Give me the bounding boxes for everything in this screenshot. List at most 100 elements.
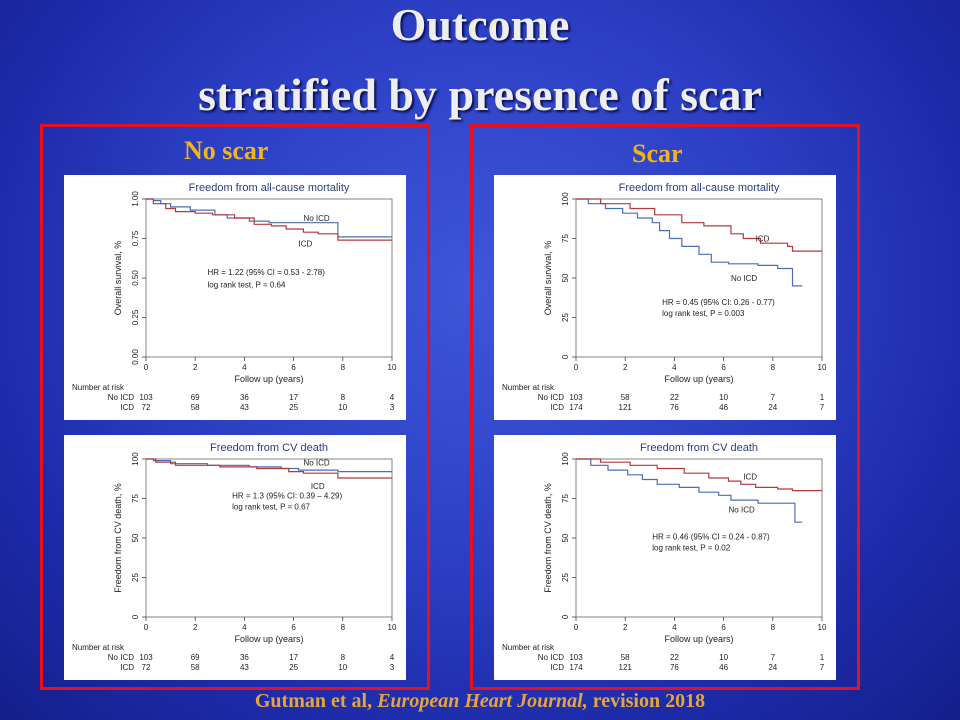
x-axis-label: Follow up (years) <box>664 374 733 384</box>
annotation: log rank test, P = 0.003 <box>662 309 745 318</box>
risk-table-row-label: No ICD <box>108 653 134 662</box>
series-line-icd <box>146 458 392 479</box>
y-tick-label: 100 <box>131 452 140 466</box>
risk-table-value: 7 <box>771 393 776 402</box>
plot-area <box>145 458 393 618</box>
risk-table-value: 72 <box>142 663 151 672</box>
annotation: HR = 0.45 (95% CI: 0.26 - 0.77) <box>662 298 775 307</box>
risk-table-value: 25 <box>289 403 298 412</box>
chart-title: Freedom from all-cause mortality <box>619 182 780 194</box>
risk-table-value: 24 <box>768 663 777 672</box>
series-line-icd <box>576 198 822 252</box>
y-axis-label: Overall survival, % <box>543 241 553 316</box>
risk-table-header: Number at risk <box>72 383 125 392</box>
risk-table-value: 7 <box>820 663 825 672</box>
y-tick-label: 50 <box>561 533 570 542</box>
y-axis-label: Freedom from CV death, % <box>543 483 553 593</box>
series-line-no-icd <box>146 458 392 473</box>
y-tick-label: 100 <box>561 192 570 206</box>
risk-table-value: 7 <box>820 403 825 412</box>
risk-table-value: 46 <box>719 403 728 412</box>
risk-table-row-label: No ICD <box>538 653 564 662</box>
risk-table-row-label: No ICD <box>538 393 564 402</box>
chart-no-scar-cv-death: Freedom from CV death 0 25 50 75 100 0 2 4 6 8 10 Fo… <box>64 435 406 680</box>
risk-table-value: 69 <box>191 393 200 402</box>
y-axis-label: Overall survival, % <box>113 241 123 316</box>
risk-table-value: 46 <box>719 663 728 672</box>
series-line-no-icd <box>576 458 803 523</box>
risk-table-value: 24 <box>768 403 777 412</box>
annotation: HR = 0.46 (95% CI = 0.24 - 0.87) <box>652 533 770 542</box>
y-tick-label: 0.25 <box>131 309 140 325</box>
risk-table-value: 17 <box>289 393 298 402</box>
risk-table-value: 22 <box>670 653 679 662</box>
risk-table-value: 17 <box>289 653 298 662</box>
annotation: log rank test, P = 0.67 <box>232 503 310 512</box>
series-line-no-icd <box>576 198 803 287</box>
y-tick-label: 1.00 <box>131 191 140 207</box>
y-tick-label: 50 <box>131 533 140 542</box>
x-tick-label: 6 <box>721 623 726 632</box>
x-tick-label: 6 <box>721 363 726 372</box>
y-tick-label: 0 <box>561 614 570 619</box>
x-tick-label: 0 <box>144 623 149 632</box>
annotation: ICD <box>756 235 770 244</box>
citation-authors: Gutman et al, <box>254 690 378 712</box>
citation: Gutman et al, European Heart Journal, re… <box>0 690 960 713</box>
risk-table-value: 1 <box>820 393 825 402</box>
risk-table-value: 72 <box>142 403 151 412</box>
risk-table-header: Number at risk <box>502 383 555 392</box>
no-scar-panel <box>40 124 430 690</box>
risk-table-header: Number at risk <box>502 643 555 652</box>
risk-table-row-label: No ICD <box>108 393 134 402</box>
risk-table-value: 58 <box>191 663 200 672</box>
y-tick-label: 75 <box>561 234 570 243</box>
risk-table-value: 76 <box>670 403 679 412</box>
no-scar-label: No scar <box>184 136 269 165</box>
x-tick-label: 8 <box>771 363 776 372</box>
risk-table-value: 10 <box>338 663 347 672</box>
scar-label: Scar <box>632 139 683 168</box>
annotation: log rank test, P = 0.64 <box>208 280 286 289</box>
y-tick-label: 0 <box>561 354 570 359</box>
x-tick-label: 8 <box>341 363 346 372</box>
risk-table-value: 103 <box>569 653 583 662</box>
x-tick-label: 2 <box>623 363 628 372</box>
risk-table-value: 69 <box>191 653 200 662</box>
x-tick-label: 10 <box>388 623 397 632</box>
risk-table-value: 121 <box>619 403 633 412</box>
x-tick-label: 6 <box>291 623 296 632</box>
x-tick-label: 0 <box>144 363 149 372</box>
risk-table-value: 103 <box>139 653 153 662</box>
x-axis-label: Follow up (years) <box>234 634 303 644</box>
annotation: No ICD <box>731 274 757 283</box>
y-tick-label: 50 <box>561 273 570 282</box>
annotation: ICD <box>743 473 757 482</box>
risk-table-value: 10 <box>338 403 347 412</box>
y-axis-label: Freedom from CV death, % <box>113 483 123 593</box>
risk-table-value: 25 <box>289 663 298 672</box>
y-tick-label: 75 <box>131 494 140 503</box>
slide-title-line1: Outcome <box>390 0 570 50</box>
risk-table-row-label: ICD <box>120 663 134 672</box>
risk-table-row-label: ICD <box>550 663 564 672</box>
x-tick-label: 10 <box>818 623 827 632</box>
risk-table-value: 58 <box>191 403 200 412</box>
risk-table-value: 4 <box>390 393 395 402</box>
chart-scar-cv-death: Freedom from CV death 0 25 50 75 100 0 2 4 6 8 10 Fo… <box>494 435 836 680</box>
x-tick-label: 2 <box>623 623 628 632</box>
risk-table-value: 43 <box>240 663 249 672</box>
y-tick-label: 25 <box>561 573 570 582</box>
chart-title: Freedom from all-cause mortality <box>189 182 350 194</box>
risk-table-value: 174 <box>569 663 583 672</box>
risk-table-value: 3 <box>390 663 395 672</box>
risk-table-value: 36 <box>240 393 249 402</box>
citation-revision: revision 2018 <box>587 690 706 712</box>
risk-table-value: 58 <box>621 393 630 402</box>
y-tick-label: 25 <box>561 313 570 322</box>
risk-table-value: 3 <box>390 403 395 412</box>
y-tick-label: 75 <box>561 494 570 503</box>
x-tick-label: 2 <box>193 623 198 632</box>
x-tick-label: 2 <box>193 363 198 372</box>
x-tick-label: 6 <box>291 363 296 372</box>
